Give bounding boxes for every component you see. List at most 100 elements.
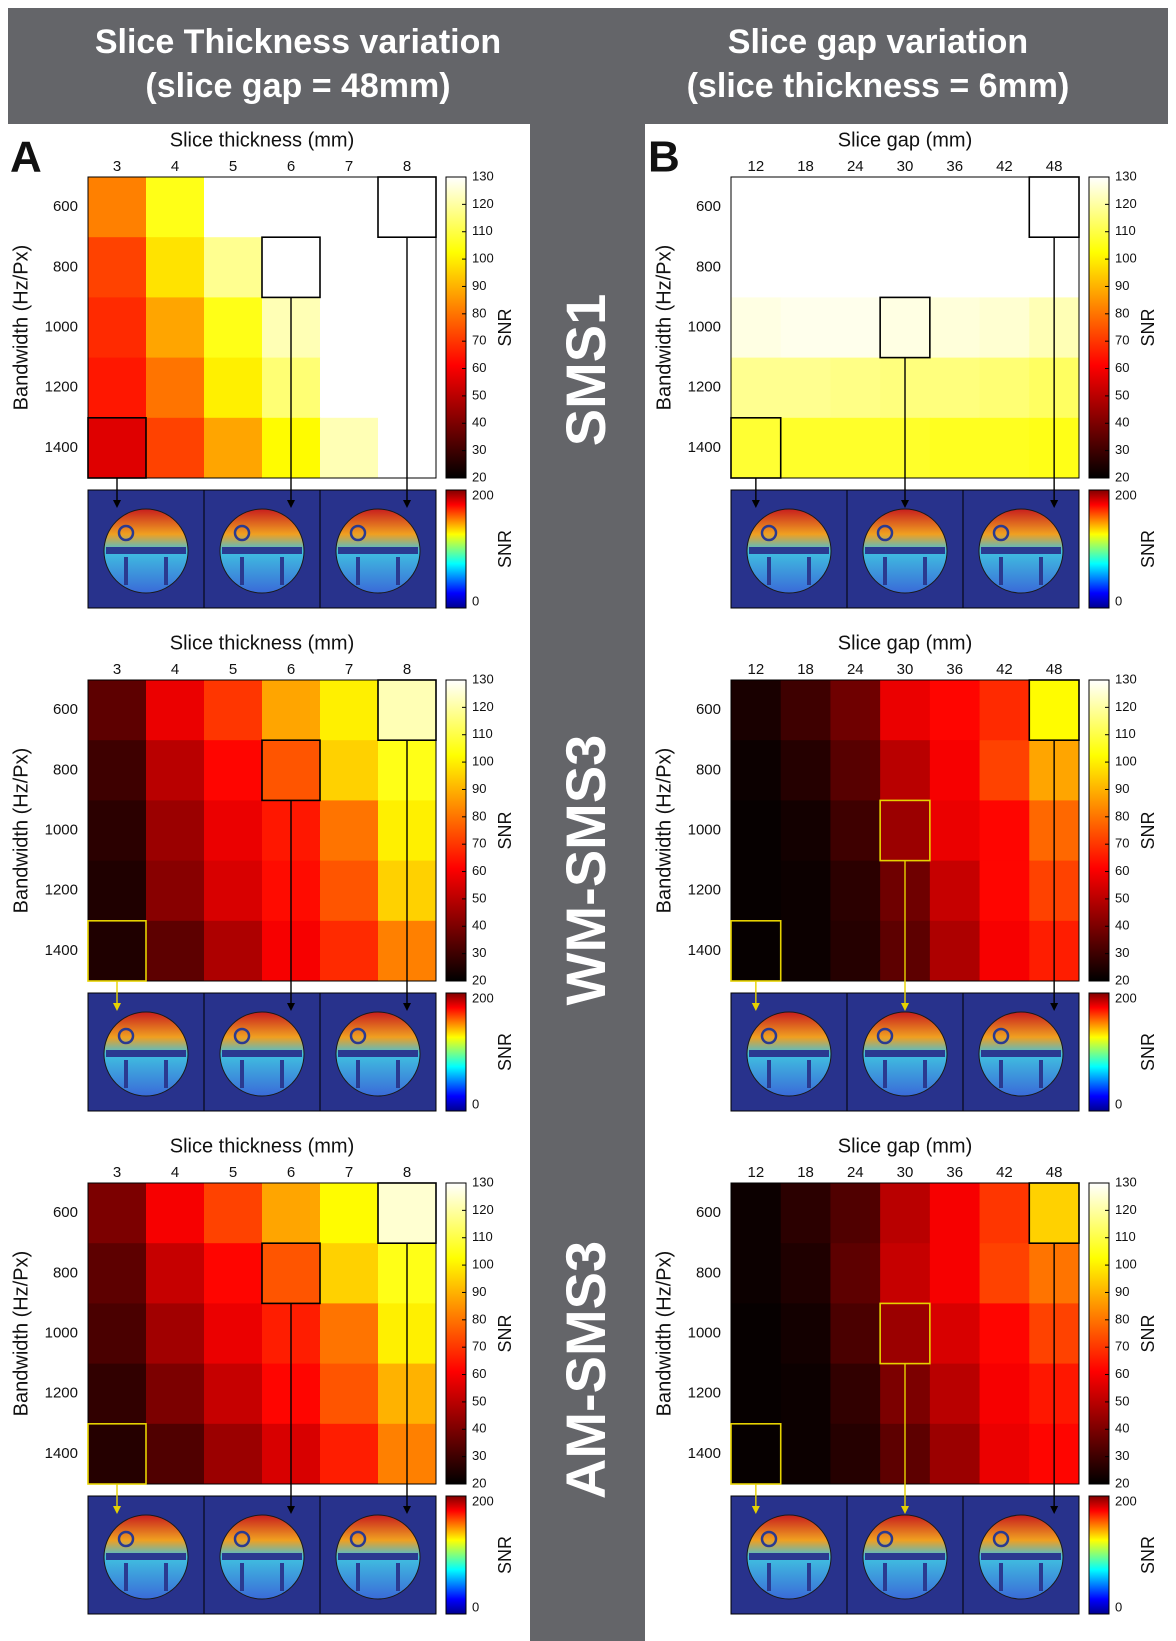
heatmap-cell xyxy=(980,237,1030,298)
y-tick-label: 1400 xyxy=(688,942,721,959)
x-tick-label: 8 xyxy=(403,158,411,175)
y-tick-label: 800 xyxy=(696,1264,721,1281)
x-tick-label: 30 xyxy=(897,1164,914,1181)
colorbar-tick-label: 40 xyxy=(1115,918,1129,933)
heatmap-cell xyxy=(320,358,379,419)
image-colorbar-label: SNR xyxy=(495,1536,515,1574)
phantom-bar xyxy=(396,557,400,585)
heatmap-cell xyxy=(880,740,930,801)
heatmap-cell xyxy=(781,1183,831,1244)
heatmap-cell xyxy=(204,1243,263,1304)
heatmap-cell xyxy=(830,921,880,982)
heatmap-cell xyxy=(930,800,980,861)
x-tick-label: 7 xyxy=(345,158,353,175)
colorbar-tick-label: 20 xyxy=(1115,469,1129,484)
colorbar-tick-label: 110 xyxy=(1115,1229,1136,1244)
heatmap-cell xyxy=(781,1364,831,1425)
image-colorbar-tick-label: 200 xyxy=(1115,1493,1137,1508)
heatmap-cell xyxy=(204,861,263,922)
phantom-bar xyxy=(749,1553,829,1560)
heatmap-cell xyxy=(320,177,379,238)
x-tick-label: 36 xyxy=(946,1164,963,1181)
y-tick-label: 1400 xyxy=(688,439,721,456)
heatmap-cell xyxy=(146,861,205,922)
phantom-bar xyxy=(1039,1060,1043,1088)
heatmap-cell xyxy=(930,861,980,922)
colorbar-label: SNR xyxy=(1138,811,1158,849)
heatmap-cell xyxy=(830,177,880,238)
heatmap-cell xyxy=(930,1424,980,1485)
phantom-bar xyxy=(396,1563,400,1591)
phantom-bar xyxy=(280,557,284,585)
phantom-bar xyxy=(280,1060,284,1088)
y-axis-label: Bandwidth (Hz/Px) xyxy=(10,748,32,914)
x-tick-label: 3 xyxy=(113,661,121,678)
colorbar-tick-label: 30 xyxy=(472,945,486,960)
figure: Slice Thickness variation (slice gap = 4… xyxy=(0,0,1176,1641)
heatmap-cell xyxy=(320,1303,379,1364)
colorbar-tick-label: 100 xyxy=(1115,1257,1137,1272)
phantom-bar xyxy=(1039,1563,1043,1591)
colorbar-tick-label: 30 xyxy=(472,1448,486,1463)
heatmap-cell xyxy=(88,1424,147,1485)
y-tick-label: 1200 xyxy=(45,379,78,396)
heatmap-cell xyxy=(980,1303,1030,1364)
heatmap-cell xyxy=(731,861,781,922)
heatmap-cell xyxy=(146,237,205,298)
colorbar-tick-label: 130 xyxy=(472,671,494,686)
heatmap-cell xyxy=(781,358,831,419)
phantom-bar xyxy=(338,547,418,554)
heatmap-cell xyxy=(781,1424,831,1485)
colorbar-tick-label: 50 xyxy=(1115,890,1129,905)
heatmap-cell xyxy=(980,861,1030,922)
y-axis-label: Bandwidth (Hz/Px) xyxy=(653,748,675,914)
heatmap-cell xyxy=(146,418,205,479)
y-tick-label: 1200 xyxy=(688,379,721,396)
heatmap-cell xyxy=(980,740,1030,801)
x-tick-label: 5 xyxy=(229,1164,237,1181)
y-tick-label: 600 xyxy=(696,1204,721,1221)
phantom-bar xyxy=(356,1563,360,1591)
heatmap-cell xyxy=(880,680,930,741)
y-tick-label: 600 xyxy=(696,701,721,718)
heatmap-cell xyxy=(830,1364,880,1425)
phantom-bar xyxy=(222,547,302,554)
y-axis-label: Bandwidth (Hz/Px) xyxy=(653,1251,675,1417)
x-tick-label: 6 xyxy=(287,158,295,175)
phantom-bar xyxy=(222,1553,302,1560)
heatmap-cell xyxy=(880,237,930,298)
heatmap-cell xyxy=(146,1424,205,1485)
x-tick-label: 3 xyxy=(113,158,121,175)
x-tick-label: 6 xyxy=(287,661,295,678)
phantom-bar xyxy=(999,1060,1003,1088)
heatmap-cell xyxy=(88,921,147,982)
phantom-bar xyxy=(749,1050,829,1057)
heatmap-cell xyxy=(830,1243,880,1304)
x-tick-label: 36 xyxy=(946,158,963,175)
x-tick-label: 42 xyxy=(996,1164,1013,1181)
x-tick-label: 24 xyxy=(847,158,864,175)
image-colorbar-tick-label: 200 xyxy=(472,487,494,502)
heatmap-cell xyxy=(731,358,781,419)
x-tick-label: 6 xyxy=(287,1164,295,1181)
heatmap-cell xyxy=(880,800,930,861)
heatmap-cell xyxy=(731,237,781,298)
colorbar xyxy=(1089,680,1109,981)
heatmap-cell xyxy=(980,1364,1030,1425)
phantom-bar xyxy=(164,1060,168,1088)
heatmap-cell xyxy=(980,297,1030,358)
x-tick-label: 8 xyxy=(403,661,411,678)
x-axis-label: Slice thickness (mm) xyxy=(170,129,354,151)
phantom-bar xyxy=(865,1553,945,1560)
heatmap-cell xyxy=(930,297,980,358)
heatmap-cell xyxy=(781,237,831,298)
heatmap-cell xyxy=(204,1364,263,1425)
colorbar-tick-label: 50 xyxy=(472,387,486,402)
colorbar-tick-label: 20 xyxy=(472,972,486,987)
y-tick-label: 600 xyxy=(53,198,78,215)
x-tick-label: 18 xyxy=(797,1164,814,1181)
colorbar-tick-label: 80 xyxy=(472,808,486,823)
heatmap-cell xyxy=(880,1243,930,1304)
heatmap-cell xyxy=(880,1183,930,1244)
phantom-bar xyxy=(240,1060,244,1088)
